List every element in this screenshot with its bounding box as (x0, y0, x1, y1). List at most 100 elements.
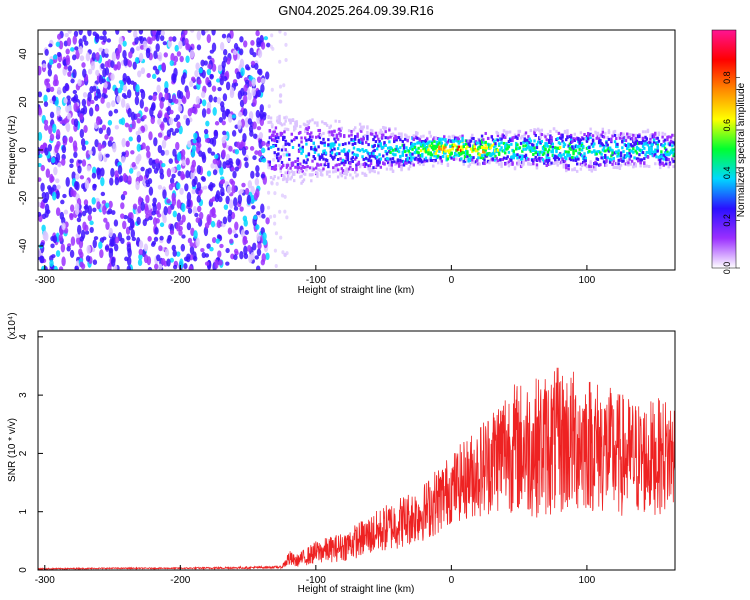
heatmap-cell (624, 162, 628, 166)
heatmap-cell (378, 158, 381, 162)
heatmap-cell (569, 133, 573, 137)
heatmap-cell (632, 140, 635, 144)
heatmap-cell (250, 39, 255, 46)
heatmap-cell (544, 144, 547, 148)
heatmap-cell (489, 153, 492, 157)
heatmap-cell (319, 173, 323, 177)
heatmap-cell (335, 152, 339, 156)
heatmap-cell (204, 132, 209, 140)
heatmap-cell (373, 149, 376, 153)
heatmap-cell (195, 103, 201, 109)
heatmap-cell (218, 259, 223, 266)
heatmap-cell (313, 121, 317, 125)
heatmap-cell (301, 164, 304, 168)
heatmap-cell (369, 132, 373, 136)
heatmap-cell (545, 155, 548, 159)
heatmap-cell (547, 162, 551, 166)
heatmap-cell (543, 149, 546, 153)
heatmap-cell (511, 136, 514, 140)
heatmap-cell (231, 114, 237, 119)
heatmap-cell (77, 159, 83, 164)
heatmap-cell (438, 149, 441, 153)
heatmap-cell (329, 144, 333, 148)
heatmap-cell (601, 134, 605, 138)
heatmap-cell (494, 158, 497, 162)
heatmap-cell (290, 161, 293, 165)
heatmap-cell (471, 158, 474, 162)
heatmap-cell (578, 140, 581, 144)
heatmap-cell (84, 179, 90, 190)
heatmap-cell (305, 142, 308, 146)
heatmap-cell (500, 141, 503, 145)
heatmap-cell (368, 155, 372, 159)
heatmap-cell (466, 139, 469, 143)
heatmap-cell (379, 128, 383, 132)
heatmap-cell (288, 118, 291, 122)
heatmap-cell (371, 154, 374, 158)
heatmap-cell (384, 149, 387, 153)
heatmap-cell (634, 140, 637, 144)
heatmap-cell (328, 130, 331, 134)
heatmap-cell (577, 140, 580, 144)
spectrogram-x-ticks: -300 -200 -100 0 100 (35, 265, 596, 286)
heatmap-cell (358, 129, 362, 133)
heatmap-cell (567, 164, 570, 168)
heatmap-cell (114, 87, 119, 96)
heatmap-cell (530, 145, 534, 149)
heatmap-cell (663, 146, 667, 150)
heatmap-cell (399, 160, 402, 164)
heatmap-cell (565, 169, 568, 173)
heatmap-cell (194, 212, 199, 218)
heatmap-cell (310, 179, 313, 183)
heatmap-cell (552, 127, 556, 131)
heatmap-cell (639, 158, 642, 162)
heatmap-cell (70, 188, 75, 197)
heatmap-cell (181, 234, 186, 239)
heatmap-cell (401, 150, 404, 154)
heatmap-cell (43, 119, 49, 126)
heatmap-cell (257, 49, 263, 58)
heatmap-cell (645, 154, 648, 158)
heatmap-cell (323, 149, 326, 153)
heatmap-cell (334, 164, 337, 168)
heatmap-cell (473, 145, 476, 149)
heatmap-cell (644, 135, 647, 139)
heatmap-cell (275, 132, 279, 136)
heatmap-cell (171, 182, 176, 188)
heatmap-cell (49, 86, 55, 92)
heatmap-cell (375, 134, 379, 138)
heatmap-cell (106, 127, 111, 137)
heatmap-cell (145, 168, 150, 179)
heatmap-cell (414, 132, 418, 136)
heatmap-cell (515, 135, 518, 139)
colorbar-tick-label: 0.2 (722, 214, 732, 227)
heatmap-cell (445, 142, 448, 146)
heatmap-cell (110, 73, 115, 81)
heatmap-cell (627, 142, 630, 146)
heatmap-cell (263, 36, 269, 41)
heatmap-cell (286, 174, 290, 178)
heatmap-cell (596, 150, 600, 154)
heatmap-cell (465, 142, 468, 146)
heatmap-cell (647, 164, 651, 168)
heatmap-cell (239, 250, 244, 260)
heatmap-cell (55, 190, 60, 200)
heatmap-cell (38, 107, 43, 116)
heatmap-cell (201, 30, 206, 36)
heatmap-cell (636, 141, 640, 145)
heatmap-cell (486, 159, 490, 163)
heatmap-cell (540, 159, 544, 163)
heatmap-cell (286, 142, 290, 146)
heatmap-cell (594, 167, 597, 171)
heatmap-cell (317, 145, 320, 149)
heatmap-cell (483, 158, 486, 162)
heatmap-cell (472, 136, 475, 140)
heatmap-cell (644, 153, 647, 157)
heatmap-cell (408, 156, 412, 160)
heatmap-cell (301, 170, 304, 174)
heatmap-cell (663, 154, 667, 158)
heatmap-cell (538, 135, 541, 139)
heatmap-cell (414, 131, 418, 135)
heatmap-cell (605, 143, 608, 147)
heatmap-cell (394, 153, 397, 157)
